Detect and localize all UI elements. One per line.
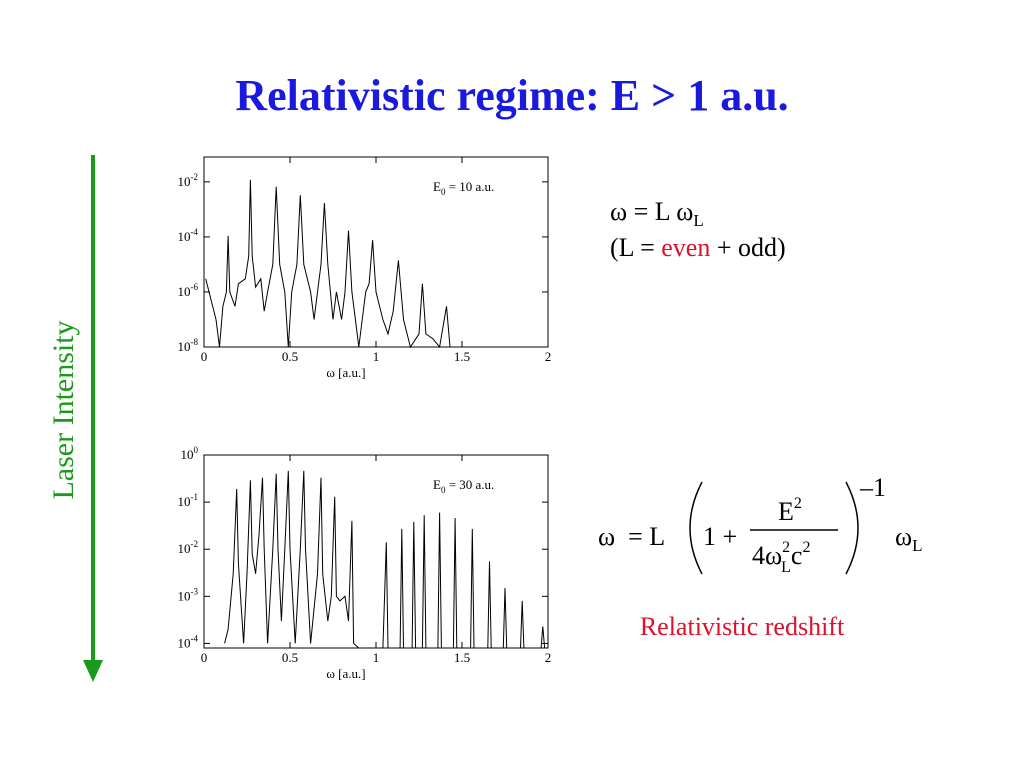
y-tick-base: 10	[181, 447, 194, 462]
y-tick-base: 10	[178, 494, 191, 509]
chart: 0 0.5 1 1.5 210-810-610-410-2E0 = 10 a.u.ω […	[178, 156, 552, 380]
y-tick-label: 10-4	[178, 633, 199, 650]
x-tick-label: 0	[201, 650, 208, 665]
y-tick-exp: -3	[191, 586, 199, 596]
f2-den-sub: L	[781, 559, 791, 576]
y-tick-exp: -4	[191, 227, 199, 237]
y-tick-base: 10	[178, 541, 191, 556]
y-tick-label: 10-8	[178, 337, 199, 354]
formula1b: (L = even + odd)	[610, 233, 786, 262]
x-tick-label: 0.5	[282, 650, 298, 665]
y-tick-exp: -8	[191, 337, 199, 347]
annotation-e: E	[433, 477, 441, 492]
x-tick-label: 1	[373, 650, 380, 665]
arrow-head	[83, 660, 103, 682]
annotation: E0 = 10 a.u.	[433, 179, 494, 197]
f2-rhs: ωL	[895, 522, 923, 555]
f1-lhs: ω = L ω	[610, 197, 693, 226]
x-tick-label: 2	[545, 349, 552, 364]
annotation-rest: = 30 a.u.	[445, 477, 494, 492]
annotation-sub: 0	[441, 187, 446, 197]
x-tick-label: 1.5	[454, 349, 470, 364]
y-tick-base: 10	[178, 588, 191, 603]
y-tick-base: 10	[178, 174, 191, 189]
y-tick-exp: 0	[194, 445, 199, 455]
y-tick-exp: -2	[191, 172, 199, 182]
f2-one: 1 +	[703, 522, 737, 551]
y-tick-label: 10-2	[178, 539, 199, 556]
f2-num: E2	[778, 495, 802, 526]
spectrum-line	[224, 470, 546, 649]
y-tick-base: 10	[178, 284, 191, 299]
f2-num-exp: 2	[794, 495, 802, 512]
f2-den-c: c	[791, 541, 803, 570]
f1-open: (L =	[610, 233, 661, 262]
y-tick-label: 100	[181, 445, 199, 462]
spectrum-line	[205, 179, 457, 349]
y-tick-base: 10	[178, 339, 191, 354]
y-tick-label: 10-6	[178, 282, 199, 299]
y-tick-base: 10	[178, 229, 191, 244]
x-tick-label: 1.5	[454, 650, 470, 665]
f2-power: –1	[859, 473, 886, 502]
y-tick-exp: -6	[191, 282, 199, 292]
y-tick-label: 10-4	[178, 227, 199, 244]
caption: Relativistic redshift	[640, 612, 845, 641]
annotation: E0 = 30 a.u.	[433, 477, 494, 495]
paren	[845, 481, 859, 575]
annotation-sub: 0	[441, 485, 446, 495]
f1-close: + odd)	[710, 233, 785, 262]
x-axis-label: ω [a.u.]	[326, 666, 365, 681]
side-label: Laser Intensity	[47, 320, 80, 499]
x-tick-label: 0.5	[282, 349, 298, 364]
y-tick-base: 10	[178, 635, 191, 650]
y-tick-exp: -4	[191, 633, 199, 643]
formula2: ω = L 1 + E2 4ω2 Lc2 –1 ωL	[598, 473, 923, 576]
y-tick-exp: -1	[191, 492, 199, 502]
x-tick-label: 0	[201, 349, 208, 364]
f2-den: 4ω2 Lc2	[752, 539, 810, 576]
y-tick-label: 10-2	[178, 172, 199, 189]
f1-even: even	[661, 233, 710, 262]
x-tick-label: 1	[373, 349, 380, 364]
f2-rhs-w: ω	[895, 522, 912, 551]
f1-sub: L	[693, 211, 703, 230]
plot-frame	[203, 156, 549, 348]
plot-frame	[203, 454, 549, 649]
y-tick-label: 10-1	[178, 492, 199, 509]
f2-num-e: E	[778, 497, 794, 526]
f2-den-c-exp: 2	[802, 539, 810, 556]
annotation-rest: = 10 a.u.	[445, 179, 494, 194]
x-axis-label: ω [a.u.]	[326, 365, 365, 380]
y-tick-label: 10-3	[178, 586, 199, 603]
title: Relativistic regime: E > 1 a.u.	[235, 71, 788, 120]
y-tick-exp: -2	[191, 539, 199, 549]
f2-den-exp: 2	[782, 539, 790, 556]
f2-rhs-sub: L	[912, 536, 922, 555]
f2-den-a: 4ω	[752, 541, 782, 570]
annotation-e: E	[433, 179, 441, 194]
formula1: ω = L ωL	[610, 197, 704, 230]
f2-lhs: ω = L	[598, 522, 665, 551]
x-tick-label: 2	[545, 650, 552, 665]
paren	[689, 481, 703, 575]
